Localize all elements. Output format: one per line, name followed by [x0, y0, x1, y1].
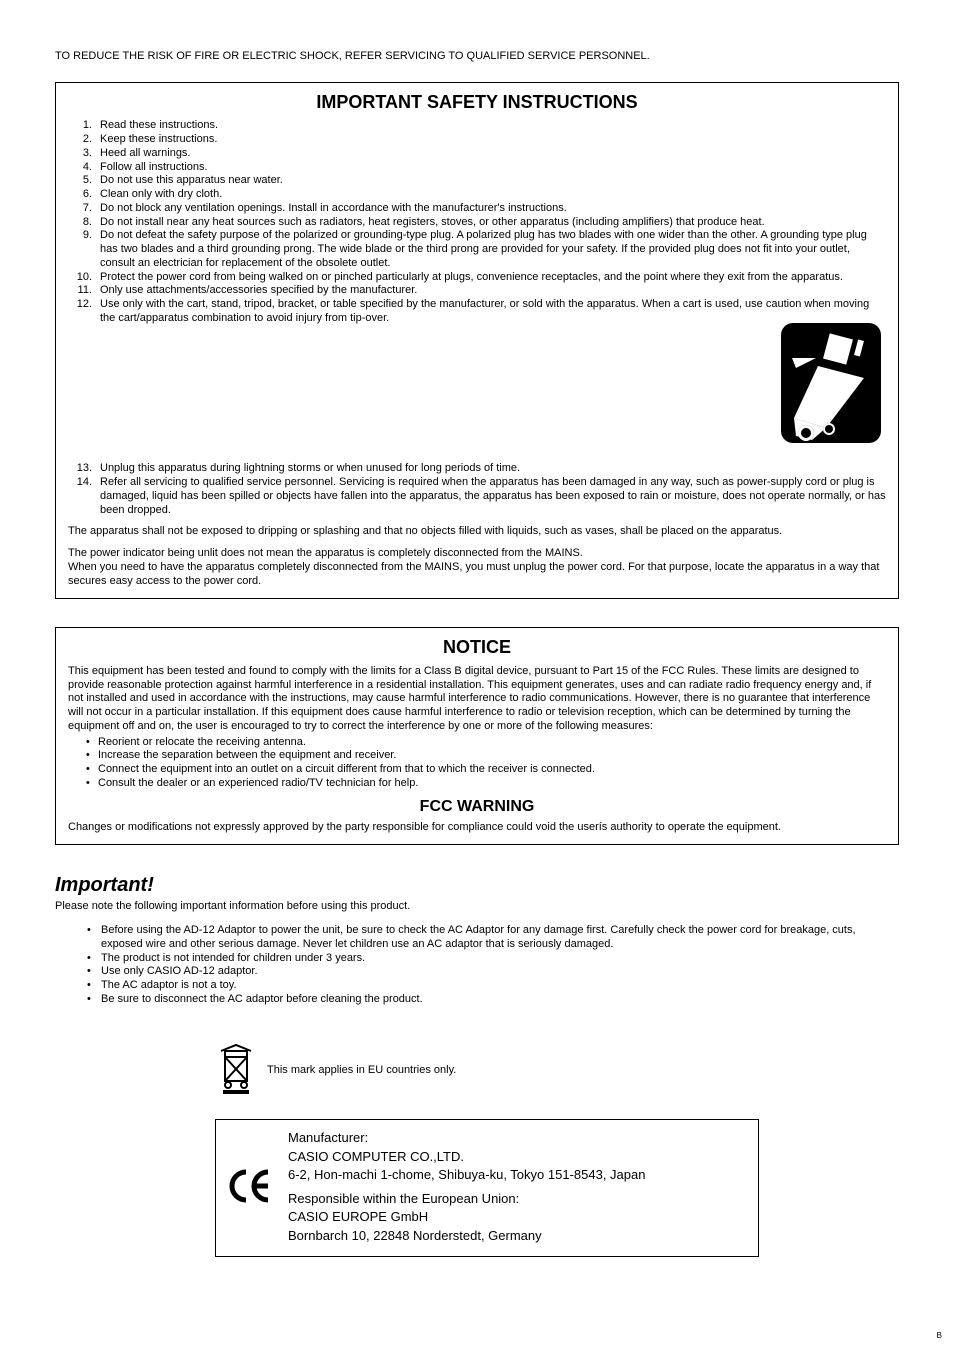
list-item: 5. Do not use this apparatus near water.: [92, 174, 886, 188]
manufacturer-box: Manufacturer: CASIO COMPUTER CO.,LTD. 6-…: [215, 1119, 759, 1257]
list-item: 12. Use only with the cart, stand, tripo…: [92, 298, 886, 326]
manu-l5: CASIO EUROPE GmbH: [288, 1209, 645, 1225]
list-item: 9. Do not defeat the safety purpose of t…: [92, 229, 886, 270]
list-item: 1. Read these instructions.: [92, 119, 886, 133]
list-item: Use only CASIO AD-12 adaptor.: [101, 965, 899, 979]
important-bullets: Before using the AD-12 Adaptor to power …: [55, 924, 899, 1007]
safety-para-2: The power indicator being unlit does not…: [68, 547, 886, 588]
manu-l2: CASIO COMPUTER CO.,LTD.: [288, 1149, 645, 1165]
list-item: 10. Protect the power cord from being wa…: [92, 271, 886, 285]
manu-l1: Manufacturer:: [288, 1130, 645, 1146]
list-item: 4. Follow all instructions.: [92, 161, 886, 175]
manu-l3: 6-2, Hon-machi 1-chome, Shibuya-ku, Toky…: [288, 1167, 645, 1183]
safety-para-1: The apparatus shall not be exposed to dr…: [68, 525, 886, 539]
safety-title: IMPORTANT SAFETY INSTRUCTIONS: [68, 91, 886, 114]
safety-list: 1. Read these instructions.2. Keep these…: [68, 119, 886, 325]
eu-mark-row: This mark applies in EU countries only.: [215, 1043, 899, 1100]
ce-mark-icon: [228, 1168, 272, 1208]
notice-bullets: Reorient or relocate the receiving anten…: [68, 736, 886, 791]
safety-list-continued: 13. Unplug this apparatus during lightni…: [68, 462, 886, 517]
list-item: Increase the separation between the equi…: [98, 749, 886, 763]
manu-l6: Bornbarch 10, 22848 Norderstedt, Germany: [288, 1228, 645, 1244]
list-item: Reorient or relocate the receiving anten…: [98, 736, 886, 750]
list-item: 11. Only use attachments/accessories spe…: [92, 284, 886, 298]
list-item: Be sure to disconnect the AC adaptor bef…: [101, 993, 899, 1007]
eu-mark-text: This mark applies in EU countries only.: [267, 1064, 456, 1078]
notice-title: NOTICE: [68, 636, 886, 659]
list-item: 13. Unplug this apparatus during lightni…: [92, 462, 886, 476]
fcc-text: Changes or modifications not expressly a…: [68, 821, 886, 835]
list-item: Consult the dealer or an experienced rad…: [98, 777, 886, 791]
list-item: Connect the equipment into an outlet on …: [98, 763, 886, 777]
list-item: The AC adaptor is not a toy.: [101, 979, 899, 993]
fcc-title: FCC WARNING: [68, 797, 886, 817]
list-item: Before using the AD-12 Adaptor to power …: [101, 924, 899, 952]
top-warning: TO REDUCE THE RISK OF FIRE OR ELECTRIC S…: [55, 50, 899, 64]
page-mark: B: [937, 1331, 942, 1341]
list-item: 14. Refer all servicing to qualified ser…: [92, 476, 886, 517]
list-item: 3. Heed all warnings.: [92, 147, 886, 161]
list-item: The product is not intended for children…: [101, 952, 899, 966]
important-sub: Please note the following important info…: [55, 900, 899, 914]
manu-l4: Responsible within the European Union:: [288, 1191, 645, 1207]
important-heading: Important!: [55, 873, 899, 898]
notice-text: This equipment has been tested and found…: [68, 665, 886, 734]
safety-box: IMPORTANT SAFETY INSTRUCTIONS 1. Read th…: [55, 82, 899, 600]
list-item: 2. Keep these instructions.: [92, 133, 886, 147]
manufacturer-text: Manufacturer: CASIO COMPUTER CO.,LTD. 6-…: [288, 1130, 645, 1246]
list-item: 8. Do not install near any heat sources …: [92, 216, 886, 230]
notice-box: NOTICE This equipment has been tested an…: [55, 627, 899, 845]
weee-icon: [215, 1043, 257, 1100]
list-item: 6. Clean only with dry cloth.: [92, 188, 886, 202]
list-item: 7. Do not block any ventilation openings…: [92, 202, 886, 216]
cart-tipover-icon: [776, 318, 886, 453]
